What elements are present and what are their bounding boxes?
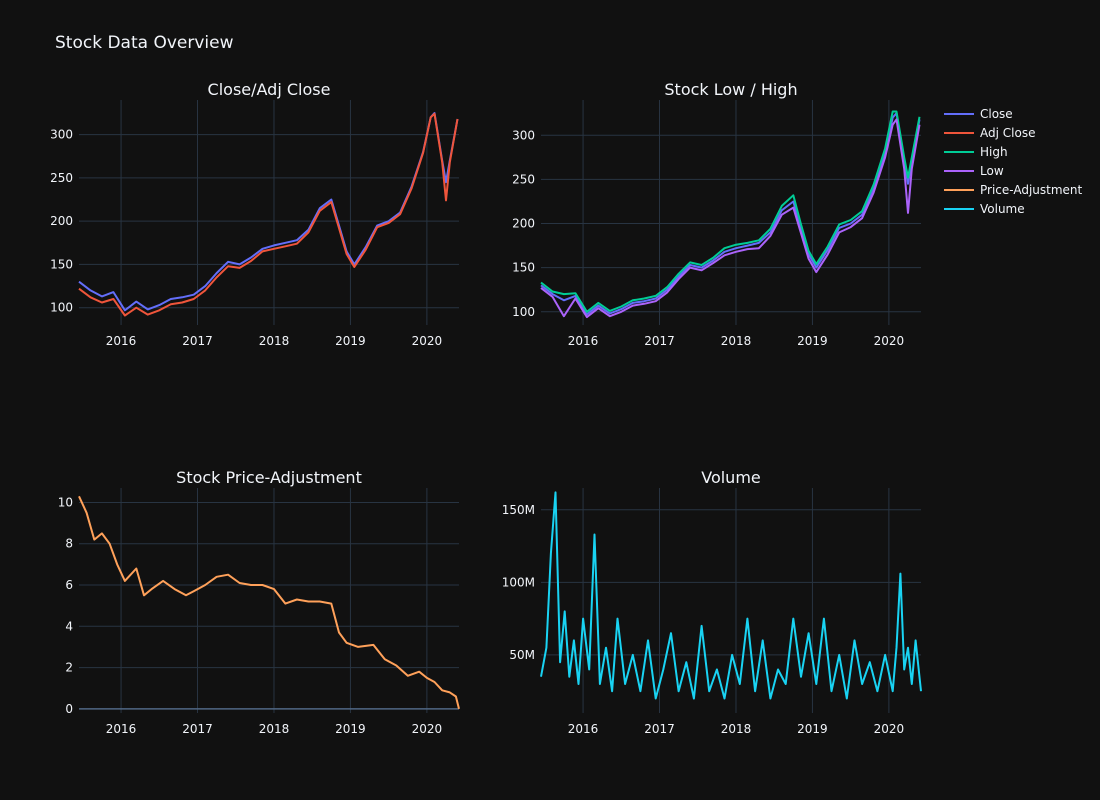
- y-tick-label: 6: [65, 578, 73, 592]
- subplot-title-volume: Volume: [701, 468, 761, 487]
- legend-swatch: [944, 150, 974, 153]
- y-tick-label: 200: [512, 217, 535, 231]
- legend: Close Adj Close High Low Price-Adjustment Vol…: [944, 104, 1082, 218]
- y-tick-label: 8: [65, 537, 73, 551]
- x-tick-label: 2018: [721, 722, 752, 736]
- subplot-title-price-adjustment: Stock Price-Adjustment: [176, 468, 362, 487]
- legend-item-price-adjustment[interactable]: Price-Adjustment: [944, 180, 1082, 199]
- x-tick-label: 2018: [259, 722, 290, 736]
- x-tick-label: 2019: [797, 722, 828, 736]
- x-tick-label: 2016: [568, 722, 599, 736]
- subplot-price-adjustment: 2016 2017 2018 2019 2020 0 2 4 6 8 10: [58, 488, 460, 736]
- series-line-price-adjustment: [78, 495, 460, 710]
- y-tick-label: 50M: [509, 648, 535, 662]
- x-tick-label: 2019: [797, 334, 828, 348]
- legend-label: Adj Close: [980, 125, 1036, 140]
- y-tick-label: 300: [50, 128, 73, 142]
- legend-label: Price-Adjustment: [980, 182, 1083, 197]
- subplot-volume: 2016 2017 2018 2019 2020 50M 100M 150M: [502, 488, 922, 736]
- legend-swatch: [944, 188, 974, 191]
- legend-item-close[interactable]: Close: [944, 104, 1082, 123]
- legend-item-high[interactable]: High: [944, 142, 1082, 161]
- x-tick-label: 2020: [874, 334, 905, 348]
- series-line-adj-close: [78, 112, 459, 317]
- x-tick-label: 2016: [106, 722, 137, 736]
- subplot-title-close-adj: Close/Adj Close: [207, 80, 331, 99]
- x-tick-label: 2018: [259, 334, 290, 348]
- x-tick-label: 2017: [182, 722, 213, 736]
- x-tick-label: 2020: [874, 722, 905, 736]
- legend-item-adj-close[interactable]: Adj Close: [944, 123, 1082, 142]
- x-tick-label: 2016: [568, 334, 599, 348]
- subplot-low-high: 2016 2017 2018 2019 2020 100 150 200 250 300: [512, 100, 921, 348]
- x-tick-label: 2017: [182, 334, 213, 348]
- x-tick-label: 2020: [412, 722, 443, 736]
- legend-item-low[interactable]: Low: [944, 161, 1082, 180]
- subplot-close-adj: 2016 2017 2018 2019 2020 100 150 200 250 300: [50, 100, 459, 348]
- y-tick-label: 2: [65, 661, 73, 675]
- series-line-close: [540, 112, 921, 316]
- y-tick-label: 250: [512, 172, 535, 186]
- y-tick-label: 0: [65, 702, 73, 716]
- legend-swatch: [944, 131, 974, 134]
- y-tick-label: 150M: [502, 503, 535, 517]
- legend-label: Volume: [980, 201, 1025, 216]
- x-tick-label: 2019: [335, 334, 366, 348]
- y-tick-label: 100M: [502, 575, 535, 589]
- legend-label: Close: [980, 106, 1013, 121]
- subplot-title-low-high: Stock Low / High: [664, 80, 798, 99]
- x-tick-label: 2020: [412, 334, 443, 348]
- legend-swatch: [944, 207, 974, 210]
- x-tick-label: 2019: [335, 722, 366, 736]
- page-title: Stock Data Overview: [55, 33, 234, 53]
- y-tick-label: 10: [58, 495, 73, 509]
- x-tick-label: 2018: [721, 334, 752, 348]
- x-tick-label: 2017: [644, 722, 675, 736]
- y-tick-label: 200: [50, 214, 73, 228]
- y-tick-label: 100: [512, 305, 535, 319]
- x-tick-label: 2017: [644, 334, 675, 348]
- legend-item-volume[interactable]: Volume: [944, 199, 1082, 218]
- y-tick-label: 150: [50, 257, 73, 271]
- y-tick-label: 250: [50, 171, 73, 185]
- x-tick-label: 2016: [106, 334, 137, 348]
- legend-label: High: [980, 144, 1008, 159]
- legend-label: Low: [980, 163, 1004, 178]
- legend-swatch: [944, 169, 974, 172]
- series-line-high: [540, 110, 921, 313]
- series-line-volume: [540, 491, 922, 700]
- y-tick-label: 150: [512, 261, 535, 275]
- y-tick-label: 4: [65, 619, 73, 633]
- series-line-low: [540, 118, 921, 319]
- y-tick-label: 300: [512, 128, 535, 142]
- y-tick-label: 100: [50, 301, 73, 315]
- legend-swatch: [944, 112, 974, 115]
